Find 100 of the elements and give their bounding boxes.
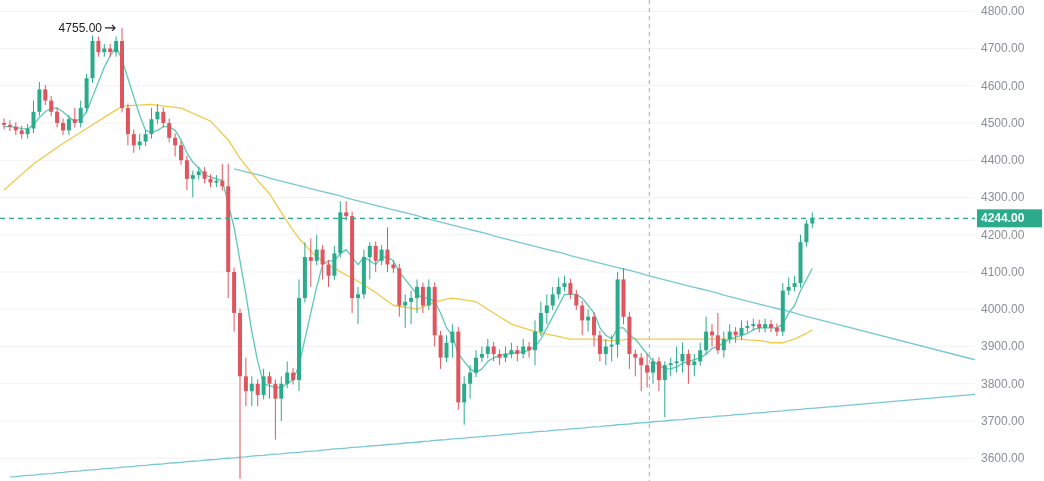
candlestick	[485, 338, 490, 359]
candlestick	[173, 132, 178, 157]
y-tick-label: 3900.00	[981, 339, 1025, 354]
candlestick	[167, 117, 172, 143]
candlestick	[243, 357, 248, 407]
candlestick	[314, 234, 319, 266]
candlestick	[568, 278, 573, 300]
candlestick	[308, 237, 313, 288]
candlestick	[420, 281, 425, 314]
candlestick	[603, 338, 608, 366]
candlestick	[72, 107, 77, 128]
candlestick	[444, 334, 449, 363]
candlestick	[379, 244, 384, 266]
candlestick	[291, 367, 296, 385]
candlestick	[356, 286, 360, 325]
candlestick	[149, 107, 154, 140]
candlestick	[739, 319, 744, 341]
annotation: 4755.00	[58, 20, 103, 35]
candlestick	[574, 289, 579, 311]
candlestick	[261, 368, 266, 400]
y-tick-label: 3600.00	[981, 451, 1025, 466]
candlestick	[255, 378, 260, 407]
candlestick	[680, 342, 685, 374]
candlestick	[544, 293, 549, 325]
candlestick	[7, 119, 12, 132]
candlestick	[273, 378, 278, 441]
candlestick	[721, 331, 726, 359]
candlestick	[645, 353, 650, 388]
candlestick	[43, 84, 48, 106]
candlestick	[161, 106, 166, 128]
candlestick	[763, 318, 768, 333]
candlestick	[344, 200, 349, 222]
candlestick	[326, 259, 331, 288]
candlestick	[373, 240, 378, 273]
y-tick-label: 4200.00	[981, 227, 1025, 242]
y-tick-label: 4300.00	[981, 190, 1025, 205]
candlestick	[692, 353, 697, 377]
candlestick	[698, 342, 703, 367]
candlestick	[556, 277, 561, 300]
candlestick	[769, 319, 773, 333]
candlestick	[415, 278, 419, 314]
candlestick	[409, 290, 414, 325]
ref-line-label: 4244.00	[981, 211, 1025, 226]
candlestick	[491, 341, 496, 362]
candlestick	[533, 319, 537, 366]
y-tick-label: 4500.00	[981, 115, 1025, 130]
candlestick	[597, 330, 602, 362]
candlestick	[426, 278, 431, 311]
candlestick	[403, 293, 408, 329]
y-tick-label: 4100.00	[981, 264, 1025, 279]
candlestick	[704, 316, 709, 356]
candlestick	[96, 36, 101, 58]
y-tick-label: 3700.00	[981, 414, 1025, 429]
y-tick-label: 3800.00	[981, 376, 1025, 391]
y-tick-label: 4800.00	[981, 4, 1025, 19]
candlestick	[155, 103, 160, 125]
candlestick	[550, 286, 555, 311]
candlestick	[2, 117, 6, 130]
candlestick	[249, 375, 254, 407]
candlestick	[656, 356, 661, 392]
y-tick-label: 4000.00	[981, 302, 1025, 317]
candlestick	[462, 375, 467, 426]
candlestick	[468, 364, 473, 400]
candlestick	[55, 106, 60, 128]
candlestick	[31, 100, 36, 134]
candlestick	[521, 338, 526, 359]
candlestick	[61, 117, 65, 136]
candlestick	[686, 348, 691, 385]
candlestick	[538, 301, 543, 337]
candlestick	[114, 36, 119, 58]
candlestick	[527, 341, 532, 359]
y-tick-label: 4400.00	[981, 153, 1025, 168]
candlestick	[267, 371, 272, 400]
candlestick	[367, 241, 372, 280]
candlestick	[580, 300, 585, 336]
candlestick	[438, 330, 443, 370]
candlestick	[633, 348, 638, 377]
candlestick	[651, 357, 655, 385]
candlestick	[450, 323, 455, 359]
candlestick	[279, 375, 284, 422]
candlestick	[668, 357, 673, 377]
candlestick	[184, 155, 189, 191]
candlestick	[479, 346, 484, 363]
candlestick	[66, 114, 71, 136]
candlestick	[332, 245, 337, 281]
candlestick	[474, 349, 478, 378]
candlestick	[220, 163, 225, 192]
candlestick	[592, 311, 596, 347]
y-tick-label: 4700.00	[981, 41, 1025, 56]
candlestick	[285, 360, 290, 389]
candlestick	[190, 170, 195, 198]
candlestick	[385, 226, 390, 273]
candlestick	[774, 322, 779, 337]
candlestick	[674, 346, 679, 374]
candlestick	[78, 100, 83, 128]
candlestick	[131, 129, 136, 154]
candlestick	[179, 140, 183, 166]
candlestick	[320, 244, 325, 280]
candlestick	[715, 312, 720, 355]
candlestick	[49, 95, 54, 117]
